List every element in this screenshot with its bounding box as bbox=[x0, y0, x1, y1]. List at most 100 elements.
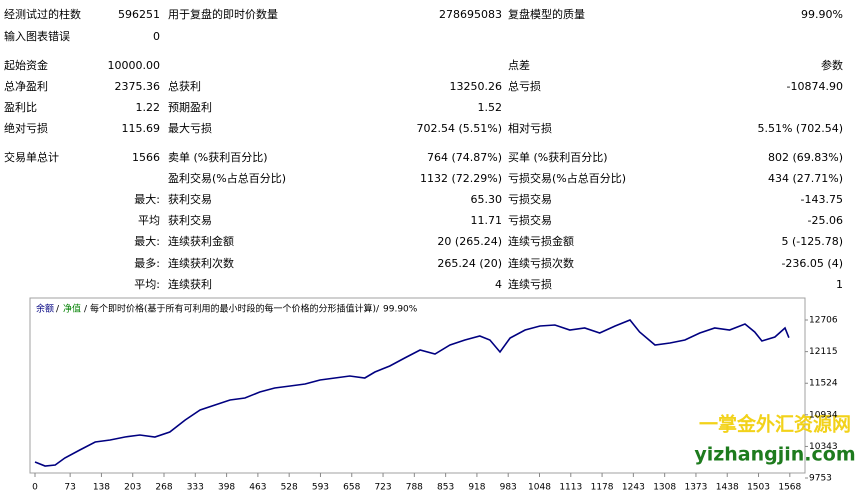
report-label: 获利交易 bbox=[168, 193, 212, 206]
report-value: 596251 bbox=[118, 8, 160, 21]
x-tick-label: 1048 bbox=[528, 483, 551, 493]
report-label: 连续获利次数 bbox=[168, 257, 234, 270]
report-value: 65.30 bbox=[470, 193, 503, 206]
y-tick-label: 10934 bbox=[809, 410, 838, 420]
report-label: 连续亏损 bbox=[508, 278, 552, 291]
report-value: 参数 bbox=[821, 59, 843, 72]
report-value: 13250.26 bbox=[449, 80, 503, 93]
report-label: 复盘模型的质量 bbox=[508, 8, 585, 21]
y-tick-label: 12706 bbox=[809, 316, 838, 326]
report-value: 434 (27.71%) bbox=[767, 172, 843, 185]
report-label: 连续获利金额 bbox=[168, 235, 234, 248]
x-tick-label: 1243 bbox=[622, 483, 645, 493]
report-label: 连续亏损次数 bbox=[508, 257, 574, 270]
x-tick-label: 723 bbox=[374, 483, 391, 493]
report-value: 802 (69.83%) bbox=[767, 151, 843, 164]
report-value: 1566 bbox=[132, 151, 160, 164]
legend: 余额 / 净值 / 每个即时价格(基于所有可利用的最小时段的每一个价格的分形插值… bbox=[36, 303, 418, 315]
legend-balance: 余额 bbox=[36, 303, 54, 315]
x-tick-label: 658 bbox=[343, 483, 360, 493]
report-value: 平均 bbox=[138, 214, 160, 227]
legend-sep: / bbox=[84, 305, 88, 315]
report-label: 盈利比 bbox=[4, 101, 37, 114]
legend-sep: / bbox=[56, 305, 60, 315]
x-tick-label: 1178 bbox=[591, 483, 614, 493]
report-label: 连续获利 bbox=[168, 278, 212, 291]
report-label: 盈利交易(%占总百分比) bbox=[168, 172, 287, 185]
x-tick-label: 1568 bbox=[778, 483, 801, 493]
report-label: 获利交易 bbox=[168, 214, 212, 227]
report-label: 预期盈利 bbox=[168, 101, 212, 114]
x-tick-label: 0 bbox=[32, 483, 38, 493]
legend-quality: 99.90% bbox=[383, 305, 418, 315]
report-label: 点差 bbox=[508, 59, 530, 72]
report-label: 经测试过的柱数 bbox=[4, 8, 81, 21]
report-label: 用于复盘的即时价数量 bbox=[168, 8, 278, 21]
watermark-url: yizhangjin.com bbox=[694, 444, 855, 466]
report-value: 702.54 (5.51%) bbox=[416, 122, 502, 135]
chart-frame bbox=[29, 297, 806, 474]
report-value: 1 bbox=[836, 278, 843, 291]
report-value: 10000.00 bbox=[107, 59, 161, 72]
x-tick-label: 1373 bbox=[684, 483, 707, 493]
x-tick-label: 1113 bbox=[559, 483, 582, 493]
x-tick-label: 138 bbox=[93, 483, 110, 493]
y-tick-label: 11524 bbox=[809, 379, 838, 389]
report-value: 99.90% bbox=[801, 8, 843, 21]
report-value: 4 bbox=[495, 278, 502, 291]
x-tick-label: 1438 bbox=[716, 483, 739, 493]
report-label: 交易单总计 bbox=[4, 151, 59, 164]
report-label: 总亏损 bbox=[508, 80, 541, 93]
x-tick-label: 268 bbox=[155, 483, 172, 493]
report-value: 1.52 bbox=[477, 101, 503, 114]
report-value: 2375.36 bbox=[114, 80, 161, 93]
report-value: 115.69 bbox=[121, 122, 161, 135]
x-tick-label: 528 bbox=[281, 483, 298, 493]
report-label: 卖单 (%获利百分比) bbox=[168, 151, 268, 164]
y-tick-label: 10343 bbox=[809, 442, 838, 452]
x-tick-label: 788 bbox=[406, 483, 423, 493]
y-tick-label: 12115 bbox=[809, 347, 838, 357]
report-value: 5 (-125.78) bbox=[781, 235, 843, 248]
report-label: 亏损交易 bbox=[508, 193, 552, 206]
report-label: 连续亏损金额 bbox=[508, 235, 574, 248]
balance-line bbox=[34, 319, 790, 467]
y-tick-label: 9753 bbox=[809, 474, 832, 484]
report-value: 最多: bbox=[134, 257, 160, 270]
report-value: 最大: bbox=[134, 193, 160, 206]
x-tick-label: 1308 bbox=[653, 483, 676, 493]
report-value: -143.75 bbox=[800, 193, 843, 206]
x-tick-label: 1503 bbox=[747, 483, 770, 493]
report-label: 总净盈利 bbox=[4, 80, 48, 93]
legend-sep: / bbox=[376, 305, 380, 315]
x-tick-label: 398 bbox=[218, 483, 235, 493]
report-label: 起始资金 bbox=[4, 59, 48, 72]
report-label: 相对亏损 bbox=[508, 122, 552, 135]
x-tick-label: 463 bbox=[249, 483, 266, 493]
x-tick-label: 593 bbox=[312, 483, 329, 493]
report-label: 亏损交易 bbox=[508, 214, 552, 227]
x-tick-label: 333 bbox=[187, 483, 204, 493]
report-value: 11.71 bbox=[470, 214, 503, 227]
x-tick-label: 918 bbox=[468, 483, 485, 493]
report-label: 绝对亏损 bbox=[4, 122, 48, 135]
report-label: 亏损交易(%占总百分比) bbox=[508, 172, 627, 185]
report-label: 总获利 bbox=[168, 80, 201, 93]
report-label: 买单 (%获利百分比) bbox=[508, 151, 608, 164]
legend-subtitle: 每个即时价格(基于所有可利用的最小时段的每一个价格的分形插值计算) bbox=[90, 303, 376, 315]
report-value: -236.05 (4) bbox=[781, 257, 843, 270]
report-value: 平均: bbox=[134, 278, 160, 291]
report-value: 最大: bbox=[134, 235, 160, 248]
report-value: 764 (74.87%) bbox=[426, 151, 502, 164]
report-value: 20 (265.24) bbox=[437, 235, 502, 248]
report-label: 最大亏损 bbox=[168, 122, 212, 135]
report-value: 1.22 bbox=[135, 101, 161, 114]
x-tick-label: 983 bbox=[500, 483, 517, 493]
x-tick-label: 73 bbox=[64, 483, 75, 493]
legend-equity: 净值 bbox=[63, 303, 81, 315]
watermark-title: 一掌金外汇资源网 bbox=[699, 413, 851, 436]
report-value: 5.51% (702.54) bbox=[757, 122, 843, 135]
report-value: -25.06 bbox=[807, 214, 843, 227]
